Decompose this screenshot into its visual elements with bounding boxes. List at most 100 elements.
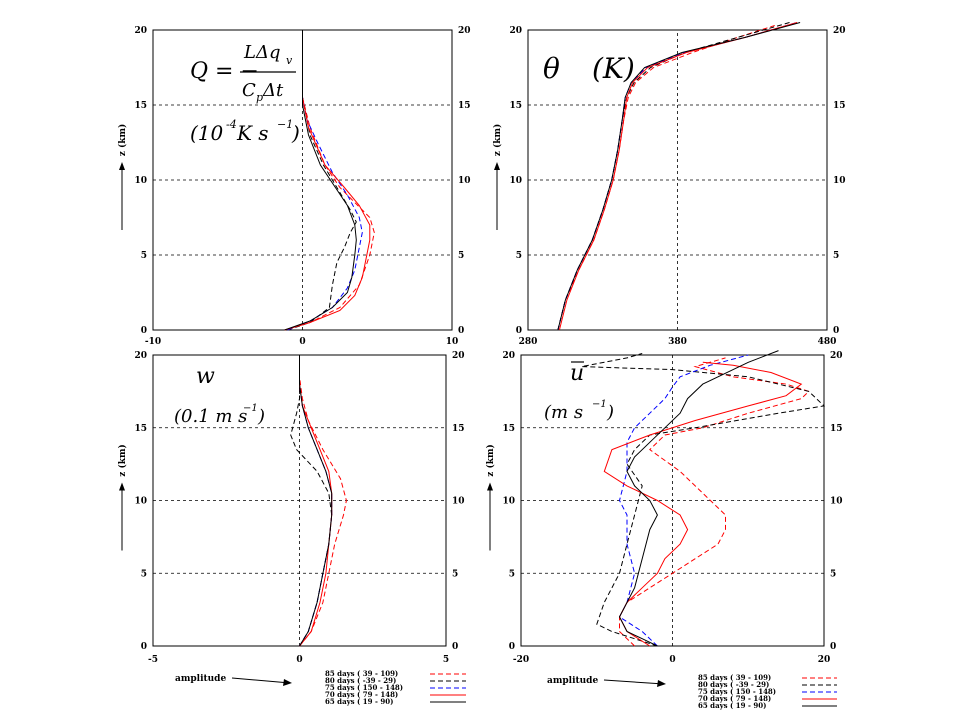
formula-theta: θ (K) — [543, 52, 635, 85]
y-tick-label: 10 — [134, 497, 147, 507]
x-tick-label: 380 — [668, 337, 687, 347]
y-axis-label: z (km) — [492, 124, 503, 157]
series-line — [284, 30, 357, 331]
x-tick-label: -10 — [145, 337, 161, 347]
formula-q-numerator: LΔq — [243, 42, 280, 63]
y-tick-label: 20 — [452, 351, 465, 361]
y-tick-label: 0 — [458, 326, 464, 336]
amplitude-arrow-left — [231, 677, 291, 684]
formula-theta-symbol: θ — [543, 52, 560, 85]
formula-u: u (m s −1 ) — [544, 361, 614, 423]
legend-label: 65 days ( 19 - 90) — [698, 701, 766, 710]
x-tick-label: -5 — [148, 655, 158, 665]
series-line — [287, 30, 363, 331]
y-axis-label: z (km) — [117, 444, 128, 477]
legend-label: 85 days ( 39 - 109) — [325, 669, 398, 678]
y-tick-label: 0 — [509, 642, 515, 652]
y-tick-label: 20 — [502, 351, 515, 361]
arrowhead-icon — [283, 679, 292, 686]
formula-u-symbol: u — [570, 361, 584, 386]
y-tick-label: 10 — [452, 497, 465, 507]
formula-u-units-exp: −1 — [592, 399, 607, 410]
formula-q-units-exp2: −1 — [277, 118, 293, 131]
amplitude-arrow-right — [603, 679, 665, 685]
x-tick-label: 20 — [818, 655, 831, 665]
y-tick-label: 20 — [134, 26, 147, 36]
y-tick-label: 5 — [830, 569, 836, 579]
series-line — [284, 30, 375, 331]
y-tick-label: 10 — [833, 176, 846, 186]
formula-w-symbol: w — [196, 364, 215, 389]
legend-label: 70 days ( 79 - 148) — [698, 694, 771, 703]
y-tick-label: 10 — [830, 497, 843, 507]
amplitude-text-left: amplitude — [175, 674, 226, 684]
y-tick-label: 0 — [833, 326, 839, 336]
x-tick-label: 0 — [299, 337, 305, 347]
arrowhead-icon — [657, 680, 666, 687]
y-tick-label: 20 — [458, 26, 471, 36]
y-tick-label: 10 — [502, 497, 515, 507]
y-tick-label: 15 — [833, 101, 846, 111]
formula-q-units-exp: -4 — [226, 118, 237, 131]
amplitude-text-right: amplitude — [547, 676, 598, 686]
legend-right: 85 days ( 39 - 109)80 days ( -39 - 29)75… — [698, 673, 837, 710]
y-tick-label: 15 — [509, 101, 522, 111]
y-tick-label: 5 — [458, 251, 464, 261]
formula-q-den-rest: Δt — [262, 80, 284, 101]
y-tick-label: 15 — [452, 424, 465, 434]
amplitude-label-left: amplitude — [175, 674, 292, 686]
y-tick-label: 15 — [458, 101, 471, 111]
legend-left: 85 days ( 39 - 109)80 days ( -39 - 29)75… — [325, 669, 466, 706]
legend-label: 65 days ( 19 - 90) — [325, 697, 393, 706]
legend-label: 70 days ( 79 - 148) — [325, 690, 398, 699]
panel-theta: 0 0 5 5 10 10 15 15 20 20 280 380 480 z (km) — [492, 22, 846, 347]
formula-w-units-exp: −1 — [243, 403, 258, 414]
series-line — [558, 22, 798, 331]
formula-q-den-sub: p — [256, 91, 263, 104]
series-line — [618, 350, 779, 647]
x-tick-label: 280 — [519, 337, 538, 347]
y-tick-label: 0 — [141, 326, 147, 336]
x-tick-label: 10 — [446, 337, 459, 347]
series-line — [619, 357, 810, 647]
legend-label: 85 days ( 39 - 109) — [698, 673, 771, 682]
y-tick-label: 15 — [134, 424, 147, 434]
y-axis-label: z (km) — [117, 124, 128, 157]
y-tick-label: 15 — [502, 424, 515, 434]
y-tick-label: 20 — [833, 26, 846, 36]
y-tick-label: 5 — [452, 569, 458, 579]
x-tick-label: 5 — [443, 655, 449, 665]
x-tick-label: 0 — [669, 655, 675, 665]
series-line — [557, 25, 775, 331]
series-line — [290, 355, 333, 647]
formula-q-units: (10 — [190, 121, 224, 145]
y-tick-label: 0 — [830, 642, 836, 652]
series-line — [299, 355, 347, 647]
x-tick-label: 0 — [296, 655, 302, 665]
y-tick-label: 5 — [509, 569, 515, 579]
y-tick-label: 5 — [833, 251, 839, 261]
series-line — [603, 361, 803, 647]
x-tick-label: 480 — [818, 337, 837, 347]
x-tick-label: -20 — [513, 655, 529, 665]
series-line — [581, 353, 826, 647]
y-tick-label: 20 — [830, 351, 843, 361]
formula-q-units-close: ) — [291, 121, 300, 145]
y-tick-label: 15 — [830, 424, 843, 434]
formula-u-units-close: ) — [606, 402, 614, 423]
y-tick-label: 10 — [458, 176, 471, 186]
arrowhead-icon — [119, 162, 125, 170]
formula-w-units-close: ) — [257, 406, 265, 427]
formula-q: Q = − LΔq v C p Δt (10 -4 K s −1 ) — [190, 42, 300, 145]
formula-theta-units: (K) — [592, 52, 635, 85]
y-tick-label: 15 — [134, 101, 147, 111]
legend-label: 75 days ( 150 - 148) — [325, 683, 403, 692]
y-tick-label: 20 — [134, 351, 147, 361]
legend-label: 80 days ( -39 - 29) — [325, 676, 396, 685]
formula-u-units: (m s — [544, 402, 583, 423]
legend-label: 80 days ( -39 - 29) — [698, 680, 769, 689]
y-tick-label: 10 — [509, 176, 522, 186]
